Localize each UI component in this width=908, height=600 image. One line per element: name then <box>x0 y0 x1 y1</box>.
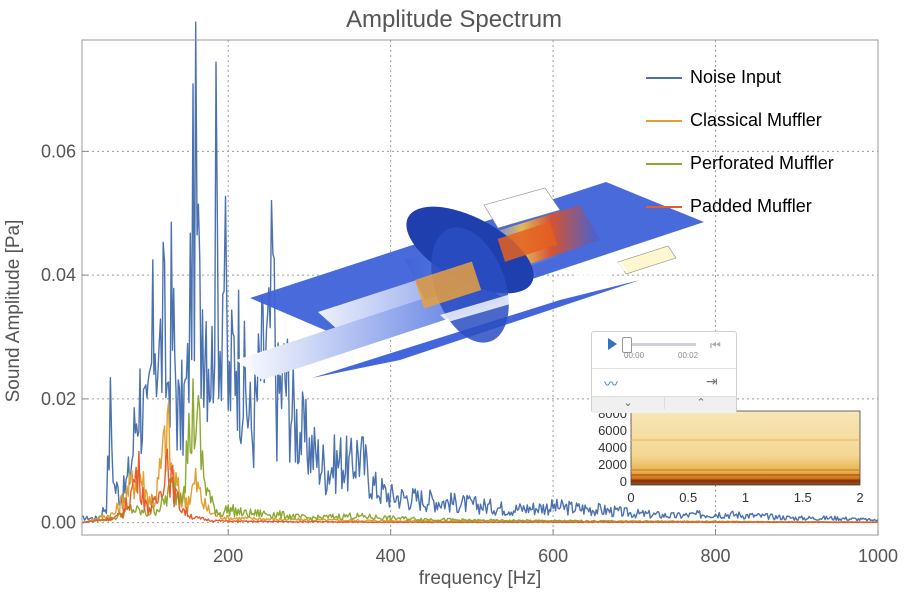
y-tick-label: 0.06 <box>41 141 76 161</box>
inset-y-tick-label: 4000 <box>598 440 627 455</box>
legend-label: Padded Muffler <box>690 196 812 216</box>
x-axis-label: frequency [Hz] <box>418 568 542 589</box>
legend-item: Classical Muffler <box>646 99 834 142</box>
legend: Noise Input Classical Muffler Perforated… <box>646 56 834 228</box>
muffler-render <box>236 182 704 380</box>
export-icon[interactable]: ⇥ <box>706 373 718 389</box>
x-tick-label: 800 <box>701 546 731 566</box>
legend-swatch <box>646 119 682 122</box>
legend-item: Perforated Muffler <box>646 142 834 185</box>
inset-y-tick-label: 2000 <box>598 457 627 472</box>
inset-x-tick-label: 0.5 <box>679 490 697 505</box>
time-end: 00:02 <box>678 351 699 360</box>
chart-title: Amplitude Spectrum <box>345 6 563 33</box>
legend-item: Padded Muffler <box>646 185 834 228</box>
skip-end-icon[interactable]: ⏮ <box>710 338 721 352</box>
x-tick-label: 200 <box>213 546 243 566</box>
x-tick-label: 400 <box>376 546 406 566</box>
y-tick-label: 0.02 <box>41 389 76 409</box>
chevron-down-icon[interactable]: ⌄ <box>623 397 633 409</box>
divider <box>592 368 736 369</box>
inset-x-tick-label: 0 <box>627 490 634 505</box>
play-icon[interactable] <box>608 338 617 350</box>
inset-x-tick-label: 1.5 <box>794 490 812 505</box>
audio-player: 00:00 00:02 ⏮ 〰 ⇥ ⌄ ⌃ <box>591 331 737 413</box>
legend-label: Noise Input <box>690 67 782 87</box>
plot-frame <box>81 39 879 536</box>
y-tick-label: 0.00 <box>41 513 76 533</box>
x-tick-label: 1000 <box>858 546 898 566</box>
y-tick-label: 0.04 <box>41 265 76 285</box>
series-layer <box>81 21 879 524</box>
inset-y-tick-label: 6000 <box>598 423 627 438</box>
inset-x-tick-label: 2 <box>856 490 863 505</box>
audio-progress-track[interactable] <box>624 343 696 346</box>
series-line-1 <box>81 21 879 522</box>
legend-item: Noise Input <box>646 56 834 99</box>
series-line-4 <box>81 448 879 524</box>
legend-swatch <box>646 162 682 165</box>
legend-label: Classical Muffler <box>690 110 822 130</box>
legend-swatch <box>646 76 682 79</box>
waveform-icon[interactable]: 〰 <box>604 376 618 392</box>
inset-x-tick-label: 1 <box>742 490 749 505</box>
inset-y-tick-label: 0 <box>620 474 627 489</box>
legend-swatch <box>646 205 682 208</box>
audio-progress-thumb[interactable] <box>622 337 632 353</box>
chevron-up-icon[interactable]: ⌃ <box>664 396 737 409</box>
x-tick-label: 600 <box>538 546 568 566</box>
legend-label: Perforated Muffler <box>690 153 834 173</box>
time-start: 00:00 <box>624 351 645 360</box>
y-axis-label: Sound Amplitude [Pa] <box>3 219 24 403</box>
